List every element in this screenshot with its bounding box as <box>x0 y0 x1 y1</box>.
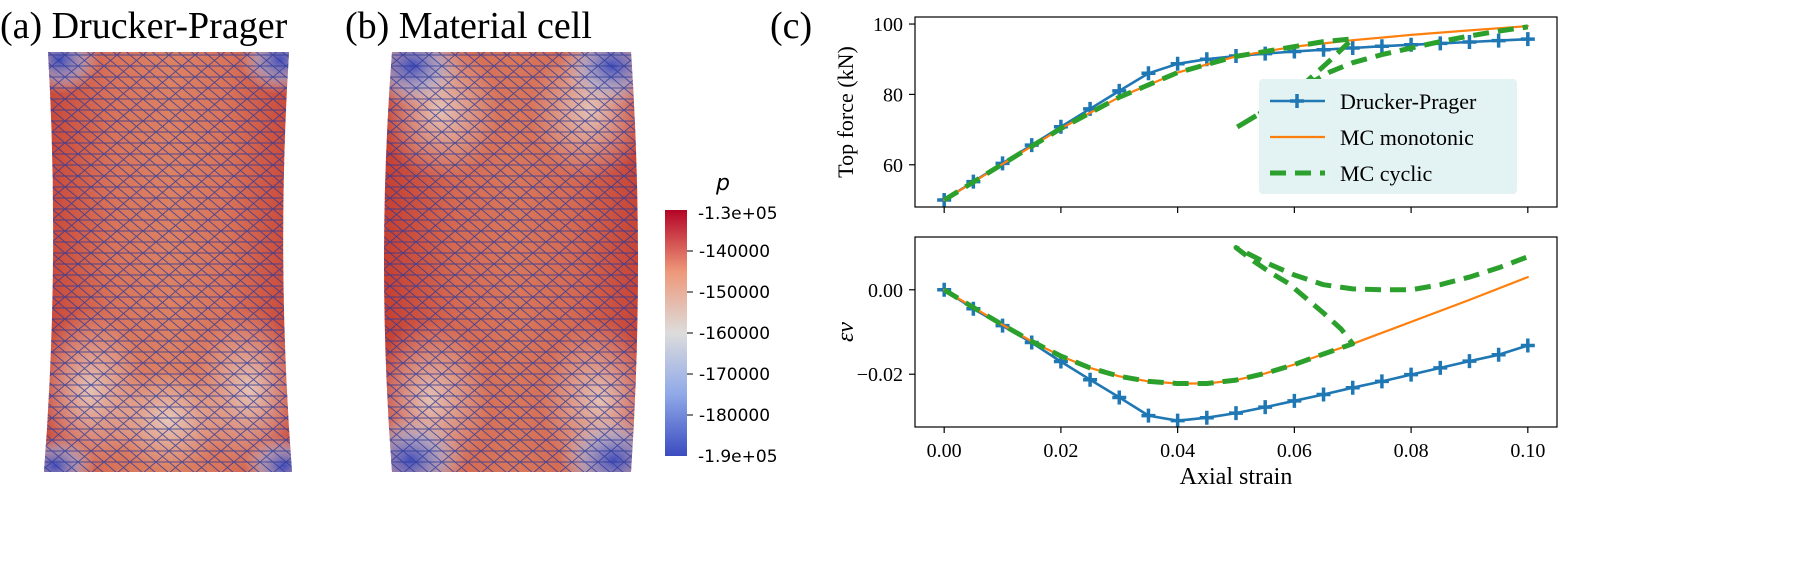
volumetric-strain-drucker-prager-line <box>942 288 1530 423</box>
volumetric-strain-drucker-prager-marker <box>1258 400 1273 415</box>
volumetric-strain-mc-monotonic-line <box>943 276 1529 385</box>
volumetric-strain-drucker-prager-marker <box>1345 380 1360 395</box>
legend-mc-monotonic-label: MC monotonic <box>1340 125 1474 150</box>
force-drucker-prager-marker <box>1520 32 1535 47</box>
legend-drucker-prager-marker <box>1290 94 1304 108</box>
volumetric-strain-drucker-prager-marker <box>1374 374 1389 389</box>
volumetric-strain-drucker-prager-marker <box>1316 387 1331 402</box>
volumetric-strain-mc-cyclic-line <box>942 245 1529 386</box>
panel-a-label: (a) Drucker-Prager <box>0 5 288 47</box>
volumetric-strain-chart-frame <box>914 236 1558 428</box>
force-drucker-prager-marker <box>1345 40 1360 55</box>
force-chart-ylabel: Top force (kN) <box>833 46 858 178</box>
legend-mc-cyclic-label: MC cyclic <box>1340 161 1432 186</box>
colorbar-tick-label: -170000 <box>699 365 770 385</box>
legend: Drucker-Prager MC monotonic MC cyclic <box>1259 79 1517 194</box>
colorbar-gradient <box>665 210 687 456</box>
force-y-tick-label: 60 <box>883 155 903 177</box>
volumetric-strain-x-tick-label: 0.00 <box>927 440 962 462</box>
volumetric-strain-drucker-prager-marker <box>1491 347 1506 362</box>
volumetric-strain-x-tick-label: 0.10 <box>1510 440 1545 462</box>
colorbar-title: p <box>715 171 730 196</box>
volumetric-strain-drucker-prager-marker <box>1199 410 1214 425</box>
force-chart-frame <box>914 16 1558 208</box>
volumetric-strain-chart-xlabel: Axial strain <box>1180 464 1293 490</box>
volumetric-strain-y-tick-label: −0.02 <box>857 364 903 386</box>
legend-drucker-prager-label: Drucker-Prager <box>1340 89 1477 114</box>
volumetric-strain-drucker-prager-marker <box>1112 390 1127 405</box>
volumetric-strain-drucker-prager-marker <box>1462 354 1477 369</box>
force-drucker-prager-marker <box>1141 66 1156 81</box>
volumetric-strain-x-tick-label: 0.04 <box>1160 440 1195 462</box>
legend-box <box>1259 79 1517 194</box>
force-drucker-prager-marker <box>1491 33 1506 48</box>
volumetric-strain-x-tick-label: 0.08 <box>1394 440 1429 462</box>
volumetric-strain-chart-ylabel: εv <box>833 322 859 342</box>
volumetric-strain-x-tick-label: 0.02 <box>1043 440 1078 462</box>
volumetric-strain-drucker-prager-marker <box>1229 406 1243 421</box>
force-drucker-prager-marker <box>1374 39 1389 54</box>
volumetric-strain-drucker-prager-marker <box>1520 338 1535 353</box>
volumetric-strain-drucker-prager-marker <box>1083 372 1098 387</box>
volumetric-strain-x-tick-label: 0.06 <box>1277 440 1312 462</box>
volumetric-strain-drucker-prager-marker <box>1141 408 1156 423</box>
volumetric-strain-drucker-prager-marker <box>1287 393 1302 408</box>
colorbar-max-label: -1.3e+05 <box>698 204 778 224</box>
panel-b-label: (b) Material cell <box>345 5 592 47</box>
colorbar-tick-label: -140000 <box>699 242 770 262</box>
colorbar: p -140000 -150000 -160000 -170000 -180000 -1… <box>665 171 778 467</box>
force-chart: 60 80 100 Top force (kN) Drucker-Prager MC … <box>833 14 1558 213</box>
colorbar-tick-label: -180000 <box>699 406 770 426</box>
volumetric-strain-drucker-prager-marker <box>1404 367 1419 382</box>
volumetric-strain-drucker-prager-marker <box>1433 360 1448 375</box>
colorbar-min-label: -1.9e+05 <box>698 447 778 467</box>
volumetric-strain-chart: 0.00 0.02 0.04 0.06 0.08 0.10 0.00 −0.02 εv Axi… <box>833 236 1558 490</box>
force-y-tick-label: 100 <box>873 14 903 36</box>
volumetric-strain-y-tick-label: 0.00 <box>868 280 903 302</box>
colorbar-tick-label: -160000 <box>699 324 770 344</box>
force-drucker-prager-marker <box>1170 56 1185 71</box>
force-drucker-prager-marker <box>1462 34 1477 49</box>
force-drucker-prager-marker <box>1316 42 1331 57</box>
panel-c-label: (c) <box>770 5 812 47</box>
mesh-material-cell <box>384 52 638 472</box>
force-y-tick-label: 80 <box>883 84 903 106</box>
mesh-drucker-prager <box>44 52 292 472</box>
colorbar-tick-label: -150000 <box>699 283 770 303</box>
volumetric-strain-drucker-prager-marker <box>1170 413 1185 428</box>
